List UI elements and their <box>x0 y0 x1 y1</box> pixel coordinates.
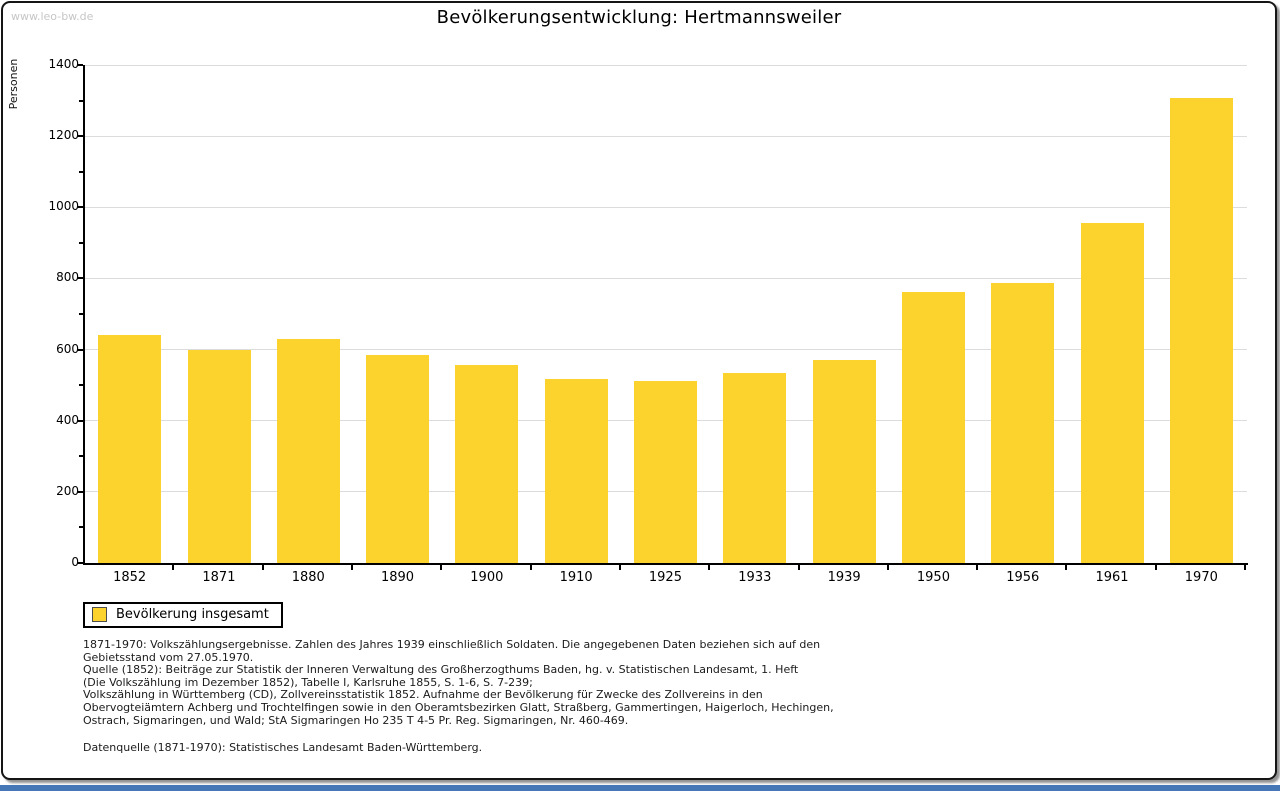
bar-1880 <box>276 339 340 563</box>
bar-1939 <box>812 360 876 563</box>
y-major-tick <box>77 135 83 138</box>
x-boundary-tick <box>618 565 621 570</box>
bar-1871 <box>187 350 251 563</box>
gridline <box>85 277 1247 279</box>
y-major-tick <box>77 64 83 66</box>
x-tick-label: 1950 <box>916 570 950 585</box>
x-tick-label: 1890 <box>380 570 415 585</box>
footnote-block: 1871-1970: Volkszählungsergebnisse. Zahl… <box>83 638 963 727</box>
x-tick-label: 1956 <box>1006 570 1040 585</box>
y-tick-label: 1200 <box>48 128 79 143</box>
x-tick-label: 1900 <box>470 570 504 585</box>
x-tick-label: 1970 <box>1184 570 1218 585</box>
x-axis-line <box>83 563 1248 565</box>
y-major-tick <box>77 419 83 422</box>
bar-1890 <box>366 355 430 563</box>
y-minor-tick <box>79 99 83 102</box>
x-tick-label: 1939 <box>827 570 861 585</box>
y-tick-label: 0 <box>71 555 79 569</box>
x-tick-label: 1933 <box>738 570 772 585</box>
y-minor-tick <box>79 313 83 315</box>
footnote-line: (Die Volkszählung im Dezember 1852), Tab… <box>83 675 533 689</box>
y-tick-label: 400 <box>56 412 79 427</box>
legend-label: Bevölkerung insgesamt <box>116 607 269 622</box>
bar-1961 <box>1080 223 1144 563</box>
bar-1910 <box>544 379 608 563</box>
x-boundary-tick <box>1244 565 1246 570</box>
bar-1933 <box>723 373 787 563</box>
bar-1925 <box>634 381 697 563</box>
gridline <box>85 64 1247 66</box>
x-tick-label: 1961 <box>1095 570 1129 585</box>
gridline <box>85 206 1247 208</box>
y-tick-label: 1000 <box>48 199 79 214</box>
bar-1950 <box>901 292 965 563</box>
x-boundary-tick <box>440 565 443 570</box>
watermark-leo-bw: www.leo-bw.de <box>11 10 94 23</box>
x-tick-label: 1880 <box>291 570 325 585</box>
y-major-tick <box>77 206 83 209</box>
x-boundary-tick <box>708 565 711 570</box>
y-minor-tick <box>79 455 83 458</box>
x-boundary-tick <box>261 565 264 570</box>
x-tick-label: 1925 <box>648 570 682 585</box>
x-boundary-tick <box>350 565 353 570</box>
y-minor-tick <box>79 526 83 529</box>
y-tick-label: 600 <box>56 341 79 356</box>
x-boundary-tick <box>797 565 800 570</box>
bar-1956 <box>991 283 1055 563</box>
y-minor-tick <box>79 170 83 173</box>
y-minor-tick <box>79 241 83 244</box>
footnote-line: Quelle (1852): Beiträge zur Statistik de… <box>83 663 799 677</box>
bar-1852 <box>98 335 162 563</box>
footnote-line: Volkszählung in Württemberg (CD), Zollve… <box>83 688 763 702</box>
bottom-blue-strip <box>0 785 1280 791</box>
x-boundary-tick <box>886 565 889 570</box>
bar-1970 <box>1169 98 1233 563</box>
footnote-line: 1871-1970: Volkszählungsergebnisse. Zahl… <box>83 638 821 651</box>
y-axis-title: Personen <box>7 58 20 110</box>
y-axis-line <box>83 65 85 565</box>
bar-1900 <box>455 365 519 563</box>
y-major-tick <box>77 277 83 280</box>
gridline <box>85 349 1247 351</box>
legend: Bevölkerung insgesamt <box>83 602 283 628</box>
x-boundary-tick <box>1065 565 1068 570</box>
gridline <box>85 135 1247 137</box>
y-major-tick <box>77 348 83 351</box>
x-tick-label: 1910 <box>559 570 593 585</box>
y-major-tick <box>77 562 83 564</box>
y-tick-label: 200 <box>56 483 79 498</box>
x-tick-label: 1871 <box>202 570 236 585</box>
data-source-line: Datenquelle (1871-1970): Statistisches L… <box>83 741 483 754</box>
footnote-line: Obervogteiämtern Achberg und Trochtelfin… <box>83 700 834 714</box>
x-boundary-tick <box>1154 565 1157 570</box>
legend-swatch-icon <box>92 607 107 622</box>
x-boundary-tick <box>172 565 175 570</box>
x-boundary-tick <box>529 565 532 570</box>
footnote-line: Gebietsstand vom 27.05.1970. <box>83 650 254 664</box>
chart-title: Bevölkerungsentwicklung: Hertmannsweiler <box>436 7 842 28</box>
y-major-tick <box>77 490 83 493</box>
x-boundary-tick <box>976 565 979 570</box>
x-tick-label: 1852 <box>113 570 147 585</box>
y-minor-tick <box>79 384 83 387</box>
y-tick-label: 800 <box>56 270 79 285</box>
y-tick-label: 1400 <box>48 57 79 71</box>
footnote-line: Ostrach, Sigmaringen, und Wald; StA Sigm… <box>83 713 629 727</box>
